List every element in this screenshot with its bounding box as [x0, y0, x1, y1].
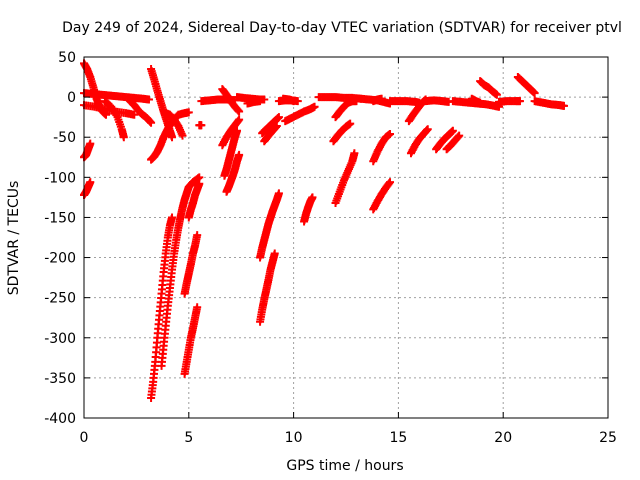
x-tick-label: 20 — [494, 430, 512, 446]
x-tick-label: 5 — [184, 430, 193, 446]
data-point — [530, 89, 539, 98]
data-point — [235, 115, 244, 124]
data-point — [197, 121, 206, 130]
data-point — [377, 94, 386, 103]
data-point — [178, 131, 187, 140]
y-tick-label: -350 — [44, 371, 76, 387]
data-point — [448, 126, 457, 135]
data-point — [386, 130, 395, 139]
data-point — [423, 125, 432, 134]
y-tick-label: -50 — [53, 130, 76, 146]
data-point — [492, 90, 501, 99]
data-point — [386, 178, 395, 187]
x-tick-label: 10 — [285, 430, 303, 446]
data-point — [270, 249, 279, 258]
data-point — [350, 149, 359, 158]
y-tick-label: -250 — [44, 291, 76, 307]
x-axis-title: GPS time / hours — [286, 458, 403, 474]
data-point — [102, 110, 111, 119]
data-point — [195, 179, 204, 188]
grid-lines — [84, 57, 608, 418]
data-point — [168, 213, 177, 222]
x-tick-label: 25 — [599, 430, 617, 446]
x-tick-label: 0 — [80, 430, 89, 446]
data-point — [352, 97, 361, 106]
data-point — [168, 133, 177, 142]
data-point — [130, 110, 139, 119]
y-tick-label: -300 — [44, 331, 76, 347]
data-point — [184, 108, 193, 117]
data-point — [274, 113, 283, 122]
data-point — [119, 133, 128, 142]
data-point — [559, 101, 568, 110]
x-tick-label: 15 — [389, 430, 407, 446]
y-axis-title: SDTVAR / TECUs — [6, 181, 22, 296]
y-tick-label: 0 — [67, 90, 76, 106]
y-tick-label: -150 — [44, 210, 76, 226]
data-point — [274, 189, 283, 198]
y-tick-label: 50 — [58, 50, 76, 66]
data-point — [289, 97, 298, 106]
data-point — [260, 95, 269, 104]
data-point — [193, 231, 202, 240]
data-point — [144, 95, 153, 104]
data-point — [310, 102, 319, 111]
plot-border — [83, 56, 609, 419]
data-point — [256, 97, 265, 106]
data-point — [272, 121, 281, 130]
y-tick-label: -200 — [44, 251, 76, 267]
data-point — [235, 150, 244, 159]
data-point — [86, 178, 95, 187]
data-point — [86, 139, 95, 148]
data-point — [455, 131, 464, 140]
data-point — [233, 126, 242, 135]
data-points — [80, 59, 568, 402]
data-point — [308, 193, 317, 202]
data-point — [193, 303, 202, 312]
data-point — [346, 119, 355, 128]
y-tick-label: -100 — [44, 170, 76, 186]
data-point — [235, 107, 244, 116]
data-point — [147, 118, 156, 127]
y-tick-label: -400 — [44, 411, 76, 427]
data-point — [515, 97, 524, 106]
chart-title: Day 249 of 2024, Sidereal Day-to-day VTE… — [62, 20, 622, 36]
